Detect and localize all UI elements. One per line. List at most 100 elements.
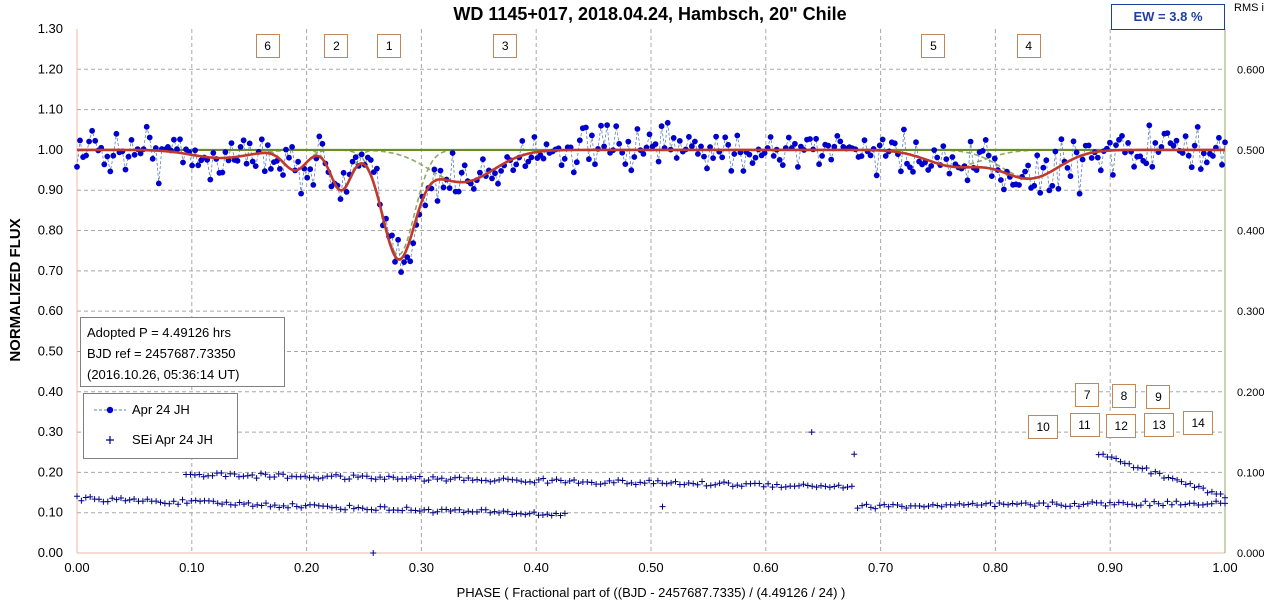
flux-point: [1037, 189, 1044, 196]
legend-plus-marker-icon: [106, 436, 114, 444]
se-point: [956, 500, 963, 507]
flux-point: [410, 240, 417, 247]
flux-point: [655, 158, 662, 165]
flux-point: [831, 143, 838, 150]
flux-point: [1058, 136, 1065, 143]
se-point: [262, 471, 269, 478]
x-tick-label: 0.20: [294, 560, 319, 575]
flux-point: [1179, 150, 1186, 156]
se-point: [342, 506, 349, 513]
se-point: [624, 480, 630, 487]
se-point: [938, 503, 945, 510]
flux-point: [434, 198, 441, 204]
dip-label-box: 1: [377, 34, 402, 58]
se-point: [474, 508, 480, 515]
se-point: [74, 493, 80, 500]
flux-point: [298, 190, 304, 197]
flux-point: [725, 141, 732, 148]
se-point: [1204, 489, 1211, 496]
se-point: [496, 509, 502, 516]
se-point: [96, 496, 102, 503]
flux-point: [973, 167, 980, 174]
se-point: [848, 483, 855, 490]
se-point: [240, 473, 247, 480]
se-point: [1022, 500, 1029, 506]
flux-point: [446, 185, 453, 192]
se-point: [280, 471, 287, 478]
se-point: [659, 503, 666, 510]
flux-point: [934, 154, 941, 161]
se-point: [500, 508, 507, 515]
flux-point: [74, 163, 80, 170]
se-point: [903, 505, 910, 511]
se-series: [74, 429, 1228, 556]
se-point: [796, 482, 802, 489]
se-point: [1213, 498, 1220, 505]
se-point: [996, 500, 1003, 506]
se-point: [200, 473, 207, 480]
se-point: [491, 477, 498, 484]
se-point: [359, 505, 366, 512]
se-point: [646, 477, 653, 484]
flux-point: [589, 132, 595, 139]
se-point: [1200, 485, 1207, 492]
flux-point: [246, 140, 253, 147]
se-point: [403, 475, 410, 482]
se-point: [1014, 501, 1020, 508]
dip-label-box: 3: [493, 34, 518, 58]
se-point: [628, 479, 635, 486]
flux-point: [940, 143, 947, 150]
flux-point: [180, 159, 186, 166]
flux-point: [113, 130, 120, 137]
se-point: [1146, 502, 1153, 509]
se-point: [1152, 468, 1159, 475]
se-point: [782, 483, 789, 490]
se-point: [416, 508, 423, 515]
se-point: [500, 475, 507, 482]
se-point: [1117, 458, 1124, 465]
date-line: (2016.10.26, 05:36:14 UT): [87, 367, 240, 382]
flux-point: [304, 174, 311, 181]
flux-point: [967, 138, 974, 145]
se-point: [769, 484, 776, 491]
flux-point: [731, 151, 738, 157]
flux-point: [392, 258, 398, 265]
se-point: [818, 482, 824, 489]
flux-point: [901, 126, 907, 133]
se-point: [333, 471, 339, 478]
flux-point: [316, 133, 323, 140]
flux-point: [540, 155, 547, 162]
se-point: [280, 502, 287, 509]
flux-point: [1149, 163, 1156, 170]
x-tick-label: 0.00: [64, 560, 89, 575]
flux-point: [449, 150, 456, 156]
flux-point: [125, 153, 132, 160]
se-point: [412, 475, 419, 482]
y-tick-label: 0.70: [38, 263, 63, 278]
se-point: [302, 502, 309, 509]
legend-entry-se: SEi Apr 24 JH: [84, 428, 237, 452]
flux-point: [77, 137, 83, 144]
flux-point: [1125, 140, 1131, 146]
flux-point: [991, 155, 998, 162]
flux-point: [770, 153, 777, 159]
flux-point: [701, 153, 707, 160]
se-point: [355, 474, 361, 481]
se-point: [504, 508, 511, 515]
flux-point: [319, 140, 326, 147]
se-point: [978, 502, 985, 508]
se-point: [681, 481, 688, 488]
flux-point: [704, 165, 710, 172]
flux-point: [664, 119, 671, 126]
flux-point: [264, 142, 271, 149]
y-tick-label: 0.40: [38, 384, 63, 399]
flux-point: [1173, 137, 1180, 144]
flux-point: [1158, 144, 1165, 150]
flux-point: [431, 166, 438, 173]
flux-point: [592, 161, 598, 168]
bjd-line: BJD ref = 2457687.73350: [87, 346, 236, 361]
flux-point: [1097, 167, 1104, 174]
flux-point: [1055, 185, 1062, 192]
flux-point: [658, 123, 665, 130]
se-point: [840, 484, 847, 491]
